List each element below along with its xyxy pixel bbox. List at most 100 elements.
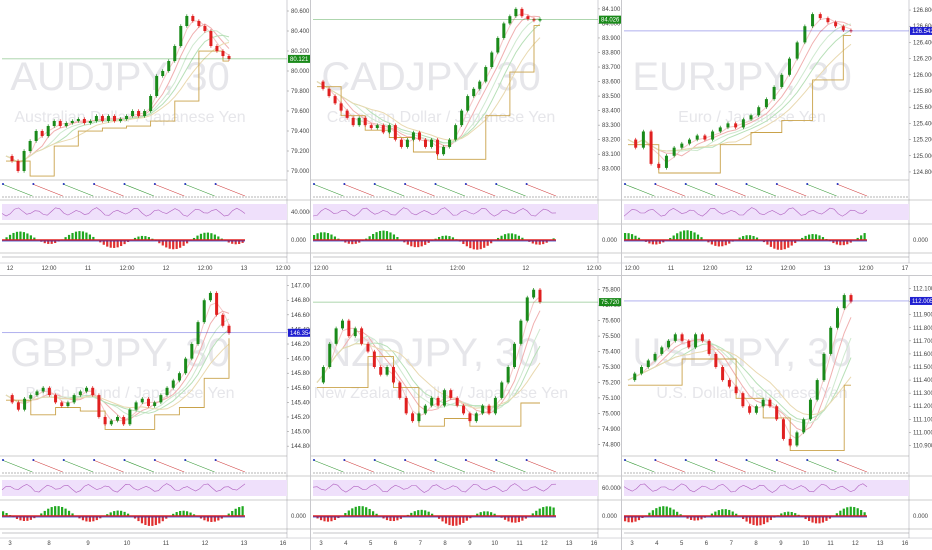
y-tick-label: 125.000 [913,154,932,160]
histogram-bar [217,516,220,521]
watermark-symbol: USDJPY, 30 [632,331,851,375]
y-tick-label: 111.200 [913,404,932,410]
signal-dot [745,459,748,461]
histogram-bar [787,240,790,248]
x-tick-label: 12:00 [275,266,291,272]
histogram-bar [624,516,627,522]
histogram-bar [863,512,866,516]
x-tick-label: 11 [386,266,393,272]
candle-body [137,111,141,116]
signal-dot [2,183,4,185]
candle-body [502,23,506,38]
candle-body [184,358,188,374]
histogram-bar [424,510,427,516]
candle-body [334,328,338,344]
chart-panel-gbpjpy[interactable]: GBPJPY, 30 British Pound / Japanese Yen 14… [0,276,310,550]
candle-body [700,334,704,341]
signal-line [312,459,344,473]
histogram-bar [22,232,26,240]
candle-body [321,367,325,383]
candle-body [58,121,62,126]
y-tick-label: 83.100 [602,152,621,158]
histogram-bar [483,240,486,248]
histogram-bar [389,232,392,240]
candle-body [215,46,219,51]
histogram-bar [410,512,413,516]
candle-body [703,135,707,140]
y-tick-label: 75.600 [602,319,621,325]
candle-body [85,387,89,392]
signal-dot [836,183,839,185]
histogram-bar [231,240,234,244]
candle-body [41,387,45,392]
candle-body [64,123,68,126]
chart-panel-usdjpy[interactable]: USDJPY, 30 U.S. Dollar / Japanese Yen 112.… [622,276,932,550]
histogram-bar [147,516,150,526]
x-tick-label: 8 [47,541,51,547]
signal-dot [343,459,346,461]
histogram-bar [64,237,67,240]
candle-body [741,393,745,407]
signal-line [775,459,807,473]
histogram-bar [637,516,641,521]
histogram-bar [417,510,420,516]
candle-body [134,402,138,410]
y-tick-label: 75.000 [602,411,621,417]
histogram-bar [313,234,316,240]
histogram-bar [521,516,524,521]
signal-dot [495,183,498,185]
candle-body [721,367,725,381]
candle-body [436,397,440,406]
candle-body [460,110,464,126]
candle-body [347,320,351,337]
histogram-bar [476,513,479,516]
histogram-bar [462,516,465,523]
x-tick-label: 6 [394,541,398,547]
candle-body [811,14,815,27]
oscillator-band [624,204,909,220]
y-tick-label: 80.400 [291,29,310,35]
candle-body [34,131,38,141]
signal-dot [434,183,437,185]
histogram-bar [29,235,32,240]
signal-dot [495,459,498,461]
candle-body [468,413,472,422]
histogram-bar [151,516,154,526]
signal-dot [153,459,156,461]
histogram-bar [748,235,752,240]
histogram-bar [92,516,95,522]
signal-line [153,459,185,473]
histogram-bar [755,516,759,526]
signal-line [214,459,246,473]
histogram-bar [542,240,545,245]
chart-panel-nzdjpy[interactable]: NZDJPY, 30 New Zealand Dollar / Japanese … [311,276,621,550]
y-tick-label: 126.200 [913,57,932,63]
candle-body [849,295,853,302]
chart-panel-audjpy[interactable]: AUDJPY, 30 Australian Dollar / Japanese Y… [0,0,310,275]
histogram-bar [192,514,196,516]
y-tick-label: 111.600 [913,352,932,358]
histogram-bar [50,507,53,516]
candle-body [196,322,200,345]
chart-panel-cadjpy[interactable]: CADJPY, 30 Canadian Dollar / Japanese Yen… [311,0,621,275]
signal-line [654,459,685,473]
signal-line [715,183,746,197]
candle-body [179,26,183,46]
histogram-bar [67,510,71,516]
y-tick-label: 111.100 [913,417,932,423]
candle-body [165,387,169,396]
histogram-bar [85,232,88,240]
histogram-bar [116,240,119,248]
histogram-bar [88,516,91,522]
histogram-bar [385,516,389,521]
histogram-bar [552,507,555,516]
candle-body [829,327,833,354]
y-tick-label: 80.000 [291,69,310,75]
histogram-bar [510,233,514,240]
candle-body [680,334,684,341]
histogram-bar [814,516,818,524]
histogram-bar [514,234,517,240]
x-tick-label: 12 [163,266,170,272]
x-tick-label: 12 [746,266,753,272]
